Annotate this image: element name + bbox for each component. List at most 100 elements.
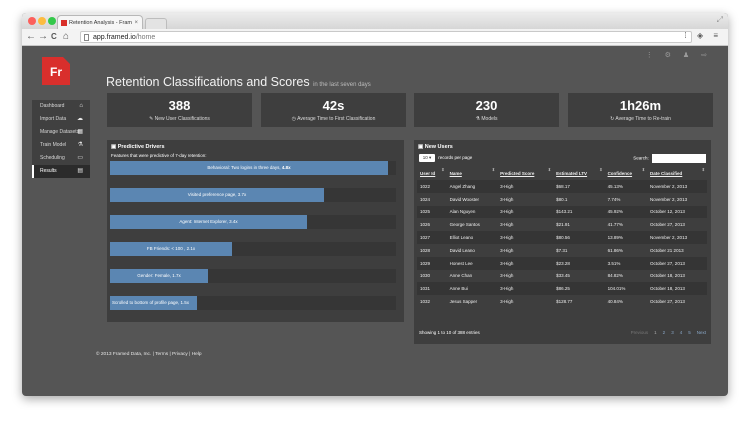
new-tab-button[interactable]: [145, 18, 167, 30]
table-row[interactable]: 1028 David Leano 3-High $7.31 61.86% October …: [417, 244, 707, 257]
close-window-icon[interactable]: [28, 17, 36, 25]
search-input[interactable]: [652, 154, 706, 163]
sort-icon[interactable]: ⬍: [441, 167, 445, 172]
column-header-confidence[interactable]: Confidence ⬍: [605, 167, 647, 180]
pagination-page[interactable]: 5: [688, 330, 691, 335]
address-bar[interactable]: app.framed.io/home: [80, 31, 692, 43]
browser-tab[interactable]: Retention Analysis - Fram ×: [57, 15, 143, 29]
table-row[interactable]: 1022 Angel Zhang 3-High $68.17 45.13% Novembe…: [417, 180, 707, 193]
driver-bar: [110, 296, 197, 310]
sidebar-item-dashboard[interactable]: Dashboard ⌂: [32, 100, 90, 113]
sort-icon[interactable]: ⬍: [491, 167, 496, 172]
sidebar-item-scheduling[interactable]: Scheduling ▭: [32, 152, 90, 165]
table-row[interactable]: 1027 Elliot Leano 3-High $80.56 13.89% Novemb…: [417, 231, 707, 244]
table-cell: 3.51%: [607, 260, 621, 266]
page-size-select[interactable]: 10 ▾: [419, 154, 435, 162]
column-header-estimated-ltv[interactable]: Estimated LTV ⬍: [553, 167, 604, 180]
pagination-next[interactable]: Next: [696, 330, 706, 335]
table-info: Showing 1 to 10 of 388 entries: [419, 330, 480, 335]
stat-value: 388: [168, 98, 191, 113]
driver-label-text: Agent: Internet Explorer, 3.4x: [179, 219, 238, 224]
sidebar-item-train-model[interactable]: Train Model ⚗: [32, 139, 90, 152]
table-cell: 3-High: [500, 196, 514, 202]
pagination-previous[interactable]: Previous: [630, 330, 649, 335]
table-row[interactable]: 1032 Jesus Sapper 3-High $128.77 40.84% Octob…: [417, 295, 707, 308]
user-menu-icons[interactable]: ⋮ ⚙ ♟ ⇨: [645, 52, 712, 59]
fullscreen-icon[interactable]: ⤢: [716, 15, 723, 24]
drivers-heading: ▣ Predictive Drivers: [111, 144, 165, 150]
driver-bar-track: FB Friends: < 100 , 2.1x: [110, 242, 396, 256]
forward-arrow-icon[interactable]: →: [38, 31, 48, 42]
column-header-name[interactable]: Name ⬍: [447, 167, 498, 180]
sort-icon[interactable]: ⬍: [547, 167, 552, 172]
predictive-drivers-panel: ▣ Predictive Drivers Features that were …: [107, 140, 404, 322]
sidebar-item-label: Dashboard: [40, 103, 65, 109]
dashboard-icon: ⌂: [79, 103, 83, 109]
sidebar-item-results[interactable]: Results ▤: [32, 165, 90, 178]
table-cell: October 27, 2013: [650, 222, 685, 228]
table-cell: $143.21: [556, 209, 573, 215]
column-header-predicted-score[interactable]: Predicted Score ⬍: [497, 167, 553, 180]
app-logo[interactable]: Fr: [42, 57, 70, 85]
table-cell: Anne Chan: [449, 273, 473, 279]
stat-card-models: 230 ⚗ Models: [414, 93, 559, 127]
table-cell: 3-High: [500, 260, 514, 266]
pagination-page[interactable]: 3: [671, 330, 674, 335]
table-row[interactable]: 1024 David Wooster 3-High $80.1 7.74% Novembe…: [417, 193, 707, 206]
table-row[interactable]: 1031 Anne Bui 3-High $86.25 104.01% October 1…: [417, 282, 707, 296]
driver-value-text: 4.8x: [281, 165, 291, 170]
pagination-page[interactable]: 4: [679, 330, 683, 335]
table-row[interactable]: 1026 George Santos 3-High $21.91 41.77% Octob…: [417, 218, 707, 231]
pagination-page[interactable]: 2: [662, 330, 666, 335]
sort-icon[interactable]: ⬍: [701, 167, 705, 172]
page-size-label: records per page: [438, 155, 473, 161]
back-arrow-icon[interactable]: ←: [26, 31, 36, 42]
driver-bar-label: Behavioral: Two logins in three days, 4.…: [110, 161, 388, 175]
pagination-page[interactable]: 1: [654, 330, 657, 335]
url-host: app.framed.io: [93, 34, 136, 41]
driver-bar: [110, 242, 232, 256]
column-header-label: Date Classified: [650, 171, 683, 176]
home-icon[interactable]: ⌂: [63, 31, 70, 42]
column-header-date-classified[interactable]: Date Classified ⬍: [647, 167, 707, 180]
sort-icon[interactable]: ⬍: [599, 167, 603, 172]
table-cell: 3-High: [500, 222, 514, 228]
sidebar-item-manage-datasets[interactable]: Manage Datasets ▦: [32, 126, 90, 139]
zoom-window-icon[interactable]: [48, 17, 56, 25]
column-header-user-id[interactable]: User Id ⬍: [417, 167, 447, 180]
search-control: Search:: [633, 154, 706, 163]
table-cell: 3-High: [500, 209, 514, 215]
page-icon: [84, 34, 89, 41]
table-cell: 13.89%: [607, 235, 623, 241]
sidebar-item-import-data[interactable]: Import Data ☁: [32, 113, 90, 126]
url-path: /home: [135, 34, 156, 41]
table-row[interactable]: 1029 Honest Lee 3-High $23.28 3.51% October 2…: [417, 256, 707, 270]
sort-icon[interactable]: ⬍: [641, 167, 646, 172]
table-cell: 7.74%: [607, 196, 621, 202]
stat-card-time-to-classification: 42s ◷ Average Time to First Classificati…: [261, 93, 406, 127]
driver-bar-track: Behavioral: Two logins in three days, 4.…: [110, 161, 396, 175]
manage-datasets-icon: ▦: [77, 129, 83, 135]
table-cell: 45.13%: [607, 183, 623, 189]
tab-close-icon[interactable]: ×: [134, 20, 138, 26]
browser-menu-icons[interactable]: ⁞ ◈ ≡: [684, 31, 722, 40]
driver-bar: [110, 215, 307, 229]
reload-icon[interactable]: C: [51, 32, 57, 41]
driver-bar: [110, 188, 324, 202]
table-row[interactable]: 1025 Alan Nguyen 3-High $143.21 45.92% Octobe…: [417, 205, 707, 219]
table-header-row: User Id ⬍ Name ⬍ Predicted Score ⬍ Estimated L…: [417, 167, 707, 180]
table-row[interactable]: 1030 Anne Chan 3-High $33.45 84.82% October 1…: [417, 270, 707, 283]
driver-bar-track: Gender: Female, 1.7x: [110, 269, 396, 283]
minimize-window-icon[interactable]: [38, 17, 46, 25]
driver-bar: [110, 161, 388, 175]
table-cell: Alan Nguyen: [449, 209, 476, 215]
table-cell: 1029: [420, 260, 431, 266]
table-cell: 104.01%: [607, 286, 626, 292]
table-cell: 3-High: [500, 299, 514, 305]
table-cell: Elliot Leano: [449, 235, 474, 241]
table-body: 1022 Angel Zhang 3-High $68.17 45.13% Novembe…: [417, 180, 707, 308]
page-title-text: Retention Classifications and Scores: [106, 75, 310, 89]
table-cell: $80.56: [556, 235, 570, 241]
table-cell: 1026: [420, 222, 431, 228]
table-cell: October 21 2013: [650, 247, 684, 253]
